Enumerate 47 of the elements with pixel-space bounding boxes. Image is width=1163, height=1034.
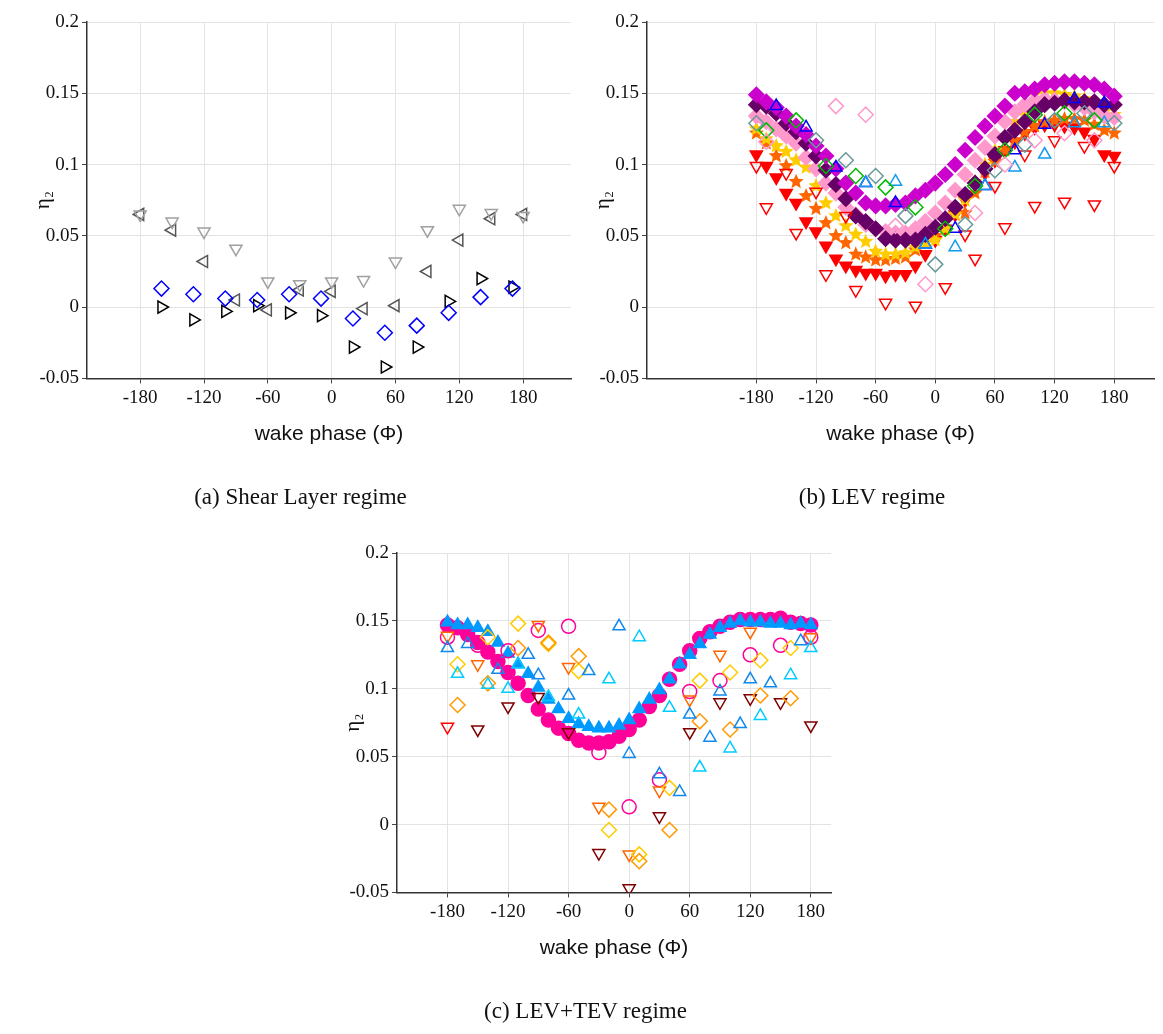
text: (a) Shear Layer regime: [194, 484, 407, 510]
x-tick-label: 180: [796, 899, 826, 921]
y-tick-label: -0.05: [349, 880, 389, 902]
y-tick-label: 0.15: [605, 81, 639, 103]
y-axis-title: η₂: [340, 713, 365, 732]
y-tick-label: -0.05: [39, 366, 79, 388]
x-tick-label: -180: [430, 899, 465, 921]
x-tick-label: -180: [122, 385, 158, 407]
y-axis-title: η₂: [30, 191, 55, 210]
text: (c) LEV+TEV regime: [484, 998, 687, 1024]
x-tick-label: -180: [738, 385, 774, 407]
x-tick-label: -120: [490, 899, 526, 921]
y-tick-label: 0.15: [45, 81, 79, 103]
x-tick-label: -60: [255, 385, 281, 407]
y-axis-title: η₂: [590, 191, 615, 210]
x-tick-label: -120: [798, 385, 834, 407]
y-tick-label: 0.15: [355, 608, 389, 630]
x-tick-label: -120: [186, 385, 222, 407]
x-tick-label: 180: [1099, 385, 1129, 407]
x-tick-label: 120: [1040, 385, 1069, 407]
y-tick-label: 0.2: [55, 9, 79, 31]
x-tick-label: 180: [508, 385, 538, 407]
x-tick-label: 120: [445, 385, 474, 407]
y-tick-label: 0.1: [365, 676, 389, 698]
x-tick-label: 0: [930, 385, 941, 407]
y-tick-label: 0.1: [55, 152, 79, 174]
text: (b) LEV regime: [798, 484, 946, 510]
x-tick-label: 0: [326, 385, 337, 407]
y-tick-label: 0.05: [605, 223, 639, 245]
x-tick-label: 60: [680, 899, 700, 921]
x-axis-title: wake phase (Φ): [253, 420, 404, 444]
x-tick-label: 60: [985, 385, 1005, 407]
x-tick-label: -60: [862, 385, 889, 407]
y-tick-label: 0: [69, 295, 79, 317]
y-tick-label: 0.2: [615, 9, 639, 31]
y-tick-label: 0.05: [45, 223, 79, 245]
y-tick-label: 0: [379, 812, 389, 834]
y-tick-label: 0.05: [355, 744, 389, 766]
y-tick-label: 0: [629, 295, 639, 317]
x-tick-label: 60: [385, 385, 405, 407]
x-axis-title: wake phase (Φ): [825, 420, 975, 444]
y-tick-label: 0.2: [365, 540, 389, 562]
x-tick-label: 120: [736, 899, 765, 921]
x-tick-label: -60: [555, 899, 582, 921]
x-axis-title: wake phase (Φ): [538, 934, 689, 958]
y-tick-label: -0.05: [599, 366, 639, 388]
y-tick-label: 0.1: [615, 152, 639, 174]
